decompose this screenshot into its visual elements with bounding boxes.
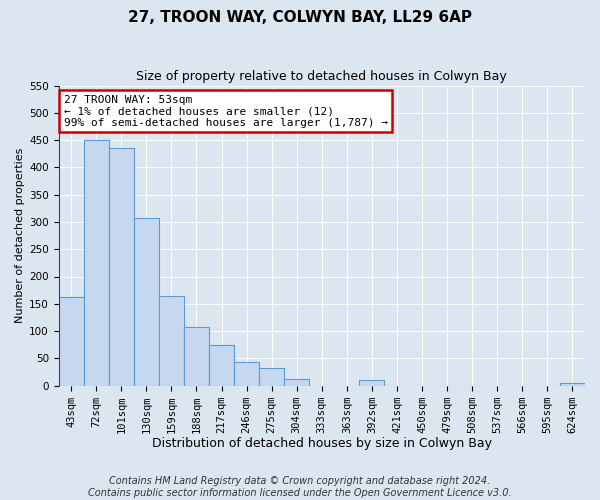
Bar	[284, 379, 309, 386]
Text: 27, TROON WAY, COLWYN BAY, LL29 6AP: 27, TROON WAY, COLWYN BAY, LL29 6AP	[128, 10, 472, 25]
Bar	[134, 218, 159, 386]
Bar	[59, 296, 84, 386]
Bar	[159, 296, 184, 386]
Bar	[234, 362, 259, 386]
Bar	[560, 384, 585, 386]
Text: 27 TROON WAY: 53sqm
← 1% of detached houses are smaller (12)
99% of semi-detache: 27 TROON WAY: 53sqm ← 1% of detached hou…	[64, 94, 388, 128]
Bar	[184, 327, 209, 386]
Bar	[259, 368, 284, 386]
Title: Size of property relative to detached houses in Colwyn Bay: Size of property relative to detached ho…	[136, 70, 507, 83]
Text: Contains HM Land Registry data © Crown copyright and database right 2024.
Contai: Contains HM Land Registry data © Crown c…	[88, 476, 512, 498]
Bar	[209, 345, 234, 386]
Bar	[84, 140, 109, 386]
Bar	[359, 380, 385, 386]
Y-axis label: Number of detached properties: Number of detached properties	[15, 148, 25, 324]
X-axis label: Distribution of detached houses by size in Colwyn Bay: Distribution of detached houses by size …	[152, 437, 492, 450]
Bar	[109, 148, 134, 386]
